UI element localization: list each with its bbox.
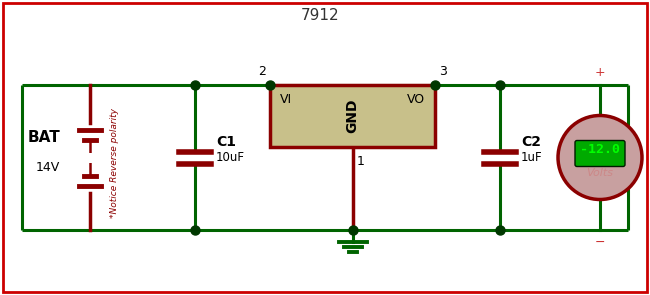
Text: 7912: 7912 — [301, 7, 339, 22]
Text: C1: C1 — [216, 135, 236, 148]
Text: Volts: Volts — [586, 168, 614, 178]
Text: -12.0: -12.0 — [580, 143, 620, 156]
Text: C2: C2 — [521, 135, 541, 148]
Text: 2: 2 — [258, 65, 266, 78]
Text: +: + — [595, 66, 605, 79]
Text: BAT: BAT — [27, 130, 60, 145]
Text: −: − — [595, 236, 605, 249]
Text: 3: 3 — [439, 65, 447, 78]
Circle shape — [558, 116, 642, 199]
Text: 1uF: 1uF — [521, 151, 543, 164]
Text: GND: GND — [346, 99, 359, 133]
Text: *Notice Reverse polarity: *Notice Reverse polarity — [110, 107, 119, 217]
Text: 10uF: 10uF — [216, 151, 245, 164]
Text: VO: VO — [407, 93, 425, 106]
Text: 1: 1 — [356, 155, 365, 168]
FancyBboxPatch shape — [575, 140, 625, 166]
Text: 14V: 14V — [36, 161, 60, 174]
Text: VI: VI — [280, 93, 292, 106]
Bar — [270, 85, 435, 147]
